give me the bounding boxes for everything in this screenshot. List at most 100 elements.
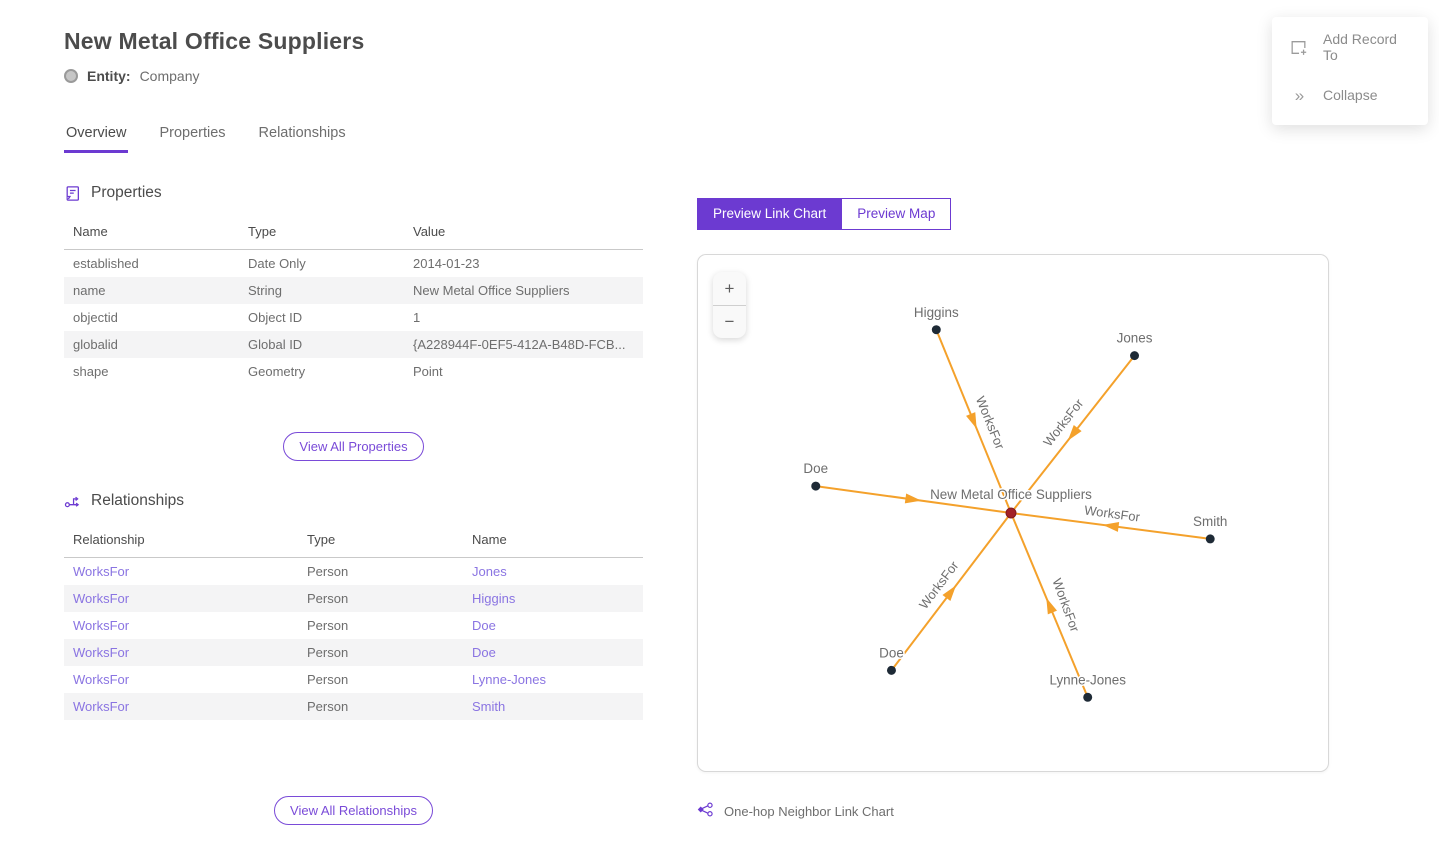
property-value-cell: 1 xyxy=(413,310,421,325)
page-title: New Metal Office Suppliers xyxy=(64,28,365,54)
table-row: WorksFor Person Doe xyxy=(64,639,643,666)
tab-relationships[interactable]: Relationships xyxy=(258,125,346,141)
property-value-cell: Point xyxy=(413,364,443,379)
property-type-cell: Global ID xyxy=(248,337,303,352)
table-row: WorksFor Person Higgins xyxy=(64,585,643,612)
edge-label: WorksFor xyxy=(1049,576,1082,634)
view-all-properties-button[interactable]: View All Properties xyxy=(283,432,424,461)
table-row: name String New Metal Office Suppliers xyxy=(64,277,643,304)
preview-panel: Preview Link Chart Preview Map + − Works… xyxy=(697,198,1329,821)
preview-toggle: Preview Link Chart Preview Map xyxy=(697,198,1329,230)
menu-item-label: Add Record To xyxy=(1323,31,1397,63)
tab-overview[interactable]: Overview xyxy=(64,125,129,153)
node-label: Doe xyxy=(803,461,828,476)
relationship-link[interactable]: WorksFor xyxy=(73,645,130,660)
relationship-link[interactable]: WorksFor xyxy=(73,564,130,579)
add-record-icon xyxy=(1289,38,1308,57)
properties-section-heading: Properties xyxy=(64,184,643,202)
edge-arrow-icon xyxy=(1046,597,1058,615)
property-type-cell: Geometry xyxy=(248,364,306,379)
relationship-name-link[interactable]: Smith xyxy=(472,699,506,714)
relationship-link[interactable]: WorksFor xyxy=(73,672,130,687)
relationship-type-cell: Person xyxy=(307,564,349,579)
center-graph-node[interactable] xyxy=(1005,507,1017,519)
relationship-type-cell: Person xyxy=(307,699,349,714)
edge-arrow-icon xyxy=(1102,522,1120,532)
menu-item-add-record-to[interactable]: Add Record To xyxy=(1272,23,1428,71)
table-row: WorksFor Person Jones xyxy=(64,558,643,586)
node-label: Jones xyxy=(1117,331,1153,346)
graph-node[interactable] xyxy=(886,665,896,675)
chart-caption-label: One-hop Neighbor Link Chart xyxy=(724,803,894,819)
preview-map-button[interactable]: Preview Map xyxy=(841,198,952,230)
relationship-link[interactable]: WorksFor xyxy=(73,699,130,714)
table-row: shape Geometry Point xyxy=(64,358,643,385)
collapse-icon: » xyxy=(1294,85,1304,105)
table-row: established Date Only 2014-01-23 xyxy=(64,250,643,278)
graph-node[interactable] xyxy=(931,325,941,335)
graph-node[interactable] xyxy=(1130,351,1140,361)
relationships-section-heading: Relationships xyxy=(64,492,643,510)
entity-badge: Entity: Company xyxy=(64,68,643,84)
tab-properties[interactable]: Properties xyxy=(159,125,226,141)
zoom-out-button[interactable]: − xyxy=(713,305,746,338)
entity-dot-icon xyxy=(64,69,78,83)
zoom-in-button[interactable]: + xyxy=(724,278,735,298)
view-all-relationships-button[interactable]: View All Relationships xyxy=(274,796,433,825)
edge-label: WorksFor xyxy=(916,558,962,612)
properties-heading-label: Properties xyxy=(91,184,162,201)
link-chart-icon xyxy=(697,801,714,821)
relationship-name-link[interactable]: Jones xyxy=(472,564,507,579)
col-header-name: Name xyxy=(64,215,239,250)
col-header-rel-name: Name xyxy=(463,523,643,558)
property-type-cell: Date Only xyxy=(248,256,306,271)
link-chart-card: + − WorksFor WorksFor WorksFor WorksFor Work… xyxy=(697,254,1329,772)
col-header-rel-type: Type xyxy=(298,523,463,558)
relationship-name-link[interactable]: Doe xyxy=(472,618,496,633)
relationship-link[interactable]: WorksFor xyxy=(73,618,130,633)
node-label: Higgins xyxy=(914,305,959,320)
edge-arrow-icon xyxy=(1067,424,1082,441)
col-header-type: Type xyxy=(239,215,404,250)
relationship-link[interactable]: WorksFor xyxy=(73,591,130,606)
menu-item-collapse[interactable]: » Collapse xyxy=(1272,71,1428,119)
property-name-cell: objectid xyxy=(73,310,118,325)
property-value-cell: New Metal Office Suppliers xyxy=(413,283,570,298)
zoom-control: + − xyxy=(713,272,746,338)
properties-header-row: Name Type Value xyxy=(64,215,643,250)
relationship-type-cell: Person xyxy=(307,672,349,687)
chart-caption: One-hop Neighbor Link Chart xyxy=(697,801,1329,821)
property-type-cell: Object ID xyxy=(248,310,303,325)
relationship-name-link[interactable]: Lynne-Jones xyxy=(472,672,546,687)
node-label: New Metal Office Suppliers xyxy=(930,487,1092,502)
relationships-heading-label: Relationships xyxy=(91,492,185,509)
edge-label: WorksFor xyxy=(1040,395,1087,449)
relationships-header-row: Relationship Type Name xyxy=(64,523,643,558)
relationship-name-link[interactable]: Higgins xyxy=(472,591,516,606)
property-name-cell: name xyxy=(73,283,106,298)
property-name-cell: shape xyxy=(73,364,109,379)
graph-node[interactable] xyxy=(1083,692,1093,702)
relationships-icon xyxy=(64,493,81,510)
table-row: objectid Object ID 1 xyxy=(64,304,643,331)
entity-detail-panel: New Metal Office Suppliers Entity: Compa… xyxy=(64,28,643,825)
relationship-type-cell: Person xyxy=(307,645,349,660)
property-value-cell: {A228944F-0EF5-412A-B48D-FCB... xyxy=(413,337,626,352)
entity-label: Entity: xyxy=(87,68,131,84)
graph-node[interactable] xyxy=(1205,534,1215,544)
preview-link-chart-button[interactable]: Preview Link Chart xyxy=(697,198,843,230)
relationship-type-cell: Person xyxy=(307,618,349,633)
relationship-type-cell: Person xyxy=(307,591,349,606)
context-menu: Add Record To » Collapse xyxy=(1272,17,1428,125)
properties-table: Name Type Value established Date Only 2014… xyxy=(64,215,643,385)
edge-arrow-icon xyxy=(942,585,957,602)
node-label: Lynne-Jones xyxy=(1049,672,1126,687)
graph-node[interactable] xyxy=(811,481,821,491)
properties-table-body: established Date Only 2014-01-23 name String… xyxy=(64,250,643,386)
relationship-name-link[interactable]: Doe xyxy=(472,645,496,660)
relationships-table-body: WorksFor Person Jones WorksFor Person Higgins… xyxy=(64,558,643,720)
link-chart-svg[interactable]: WorksFor WorksFor WorksFor WorksFor WorksFor… xyxy=(698,255,1328,771)
node-label: Smith xyxy=(1193,514,1227,529)
table-row: WorksFor Person Doe xyxy=(64,612,643,639)
table-row: WorksFor Person Lynne-Jones xyxy=(64,666,643,693)
